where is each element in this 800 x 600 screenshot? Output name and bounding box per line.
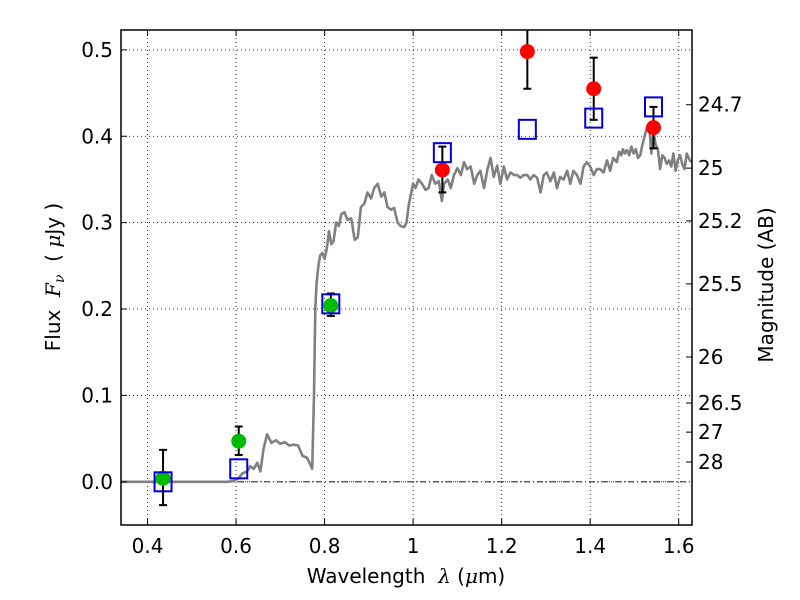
y2-tick-label: 25: [698, 156, 723, 180]
y-tick-labels: 0.0 0.1 0.2 0.3 0.4 0.5: [81, 38, 113, 494]
model-photometry-square: [517, 118, 537, 140]
errorbar-layer: [159, 30, 658, 507]
x-tick-label: 1.4: [574, 534, 606, 558]
observed-flux-point: [323, 298, 339, 314]
y-tick-label: 0.2: [81, 297, 113, 321]
y-tick-label: 0.4: [81, 124, 113, 148]
model-photometry-square: [229, 458, 249, 480]
x-axis-label: Wavelength λ (μm): [307, 564, 506, 588]
observed-flux-point: [645, 120, 661, 136]
observed-flux-layer: [155, 44, 661, 486]
x-tick-label: 1.2: [486, 534, 518, 558]
x-tick-label: 0.6: [220, 534, 252, 558]
y-tick-label: 0.1: [81, 383, 113, 407]
y2-tick-labels: 24.7 25 25.2 25.5 26 26.5 27 28: [698, 93, 743, 474]
observed-flux-point: [155, 470, 171, 486]
grid: [121, 30, 692, 525]
y2-tick-label: 26.5: [698, 391, 743, 415]
y-axis-label: Flux Fν ( μJy ): [41, 203, 68, 351]
model-photometry-square: [321, 293, 341, 315]
model-spectrum-line: [121, 122, 693, 484]
y-tick-label: 0.5: [81, 38, 113, 62]
observed-flux-point: [434, 162, 450, 178]
y2-tick-label: 28: [698, 450, 723, 474]
model-photometry-square: [432, 142, 452, 164]
y-tick-label: 0.3: [81, 211, 113, 235]
y2-tick-label: 27: [698, 420, 723, 444]
x-tick-label: 1.6: [663, 534, 695, 558]
model-photometry-layer: [153, 96, 663, 493]
x-tick-label: 1: [407, 534, 420, 558]
y2-tick-label: 24.7: [698, 93, 743, 117]
axis-ticks: [121, 30, 692, 525]
model-photometry-square: [584, 107, 604, 129]
y-tick-label: 0.0: [81, 470, 113, 494]
model-spectrum-layer: [121, 122, 693, 484]
y2-tick-label: 25.2: [698, 209, 743, 233]
x-tick-label: 0.8: [309, 534, 341, 558]
y2-axis-label: Magnitude (AB): [754, 207, 778, 362]
model-photometry-square: [643, 96, 663, 118]
plot-frame: [120, 29, 693, 526]
y2-tick-label: 25.5: [698, 272, 743, 296]
observed-flux-point: [231, 433, 247, 449]
model-photometry-square: [153, 471, 173, 493]
x-tick-labels: 0.4 0.6 0.8 1 1.2 1.4 1.6: [132, 534, 695, 558]
observed-flux-point: [586, 81, 602, 97]
y2-tick-label: 26: [698, 345, 723, 369]
x-tick-label: 0.4: [132, 534, 164, 558]
observed-flux-point: [519, 44, 535, 60]
